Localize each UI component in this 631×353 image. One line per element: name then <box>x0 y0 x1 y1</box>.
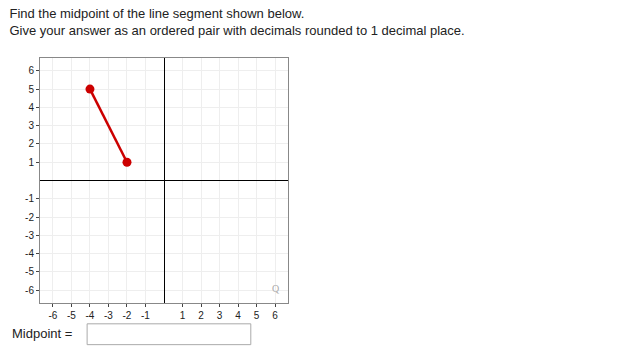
svg-text:6: 6 <box>28 65 34 76</box>
svg-text:2: 2 <box>198 310 204 321</box>
svg-text:Find the midpoint of the line: Find the midpoint of the line segment sh… <box>9 6 464 38</box>
svg-text:3: 3 <box>217 310 223 321</box>
svg-text:-4: -4 <box>86 310 95 321</box>
svg-text:-5: -5 <box>67 310 76 321</box>
svg-text:-2: -2 <box>25 212 34 223</box>
svg-text:1: 1 <box>28 157 34 168</box>
svg-text:-6: -6 <box>49 310 58 321</box>
svg-text:1: 1 <box>180 310 186 321</box>
svg-text:5: 5 <box>28 84 34 95</box>
svg-text:2: 2 <box>28 138 34 149</box>
svg-text:6: 6 <box>272 310 278 321</box>
svg-text:-1: -1 <box>25 193 34 204</box>
svg-text:4: 4 <box>28 102 34 113</box>
svg-text:-6: -6 <box>25 285 34 296</box>
svg-text:Midpoint =: Midpoint = <box>12 326 72 341</box>
svg-text:3: 3 <box>28 120 34 131</box>
svg-text:-1: -1 <box>141 310 150 321</box>
svg-text:-4: -4 <box>25 248 34 259</box>
svg-text:Q: Q <box>272 283 280 294</box>
svg-text:-2: -2 <box>123 310 132 321</box>
svg-text:5: 5 <box>254 310 260 321</box>
svg-text:4: 4 <box>235 310 241 321</box>
svg-text:-5: -5 <box>25 266 34 277</box>
svg-text:-3: -3 <box>104 310 113 321</box>
svg-text:-3: -3 <box>25 230 34 241</box>
